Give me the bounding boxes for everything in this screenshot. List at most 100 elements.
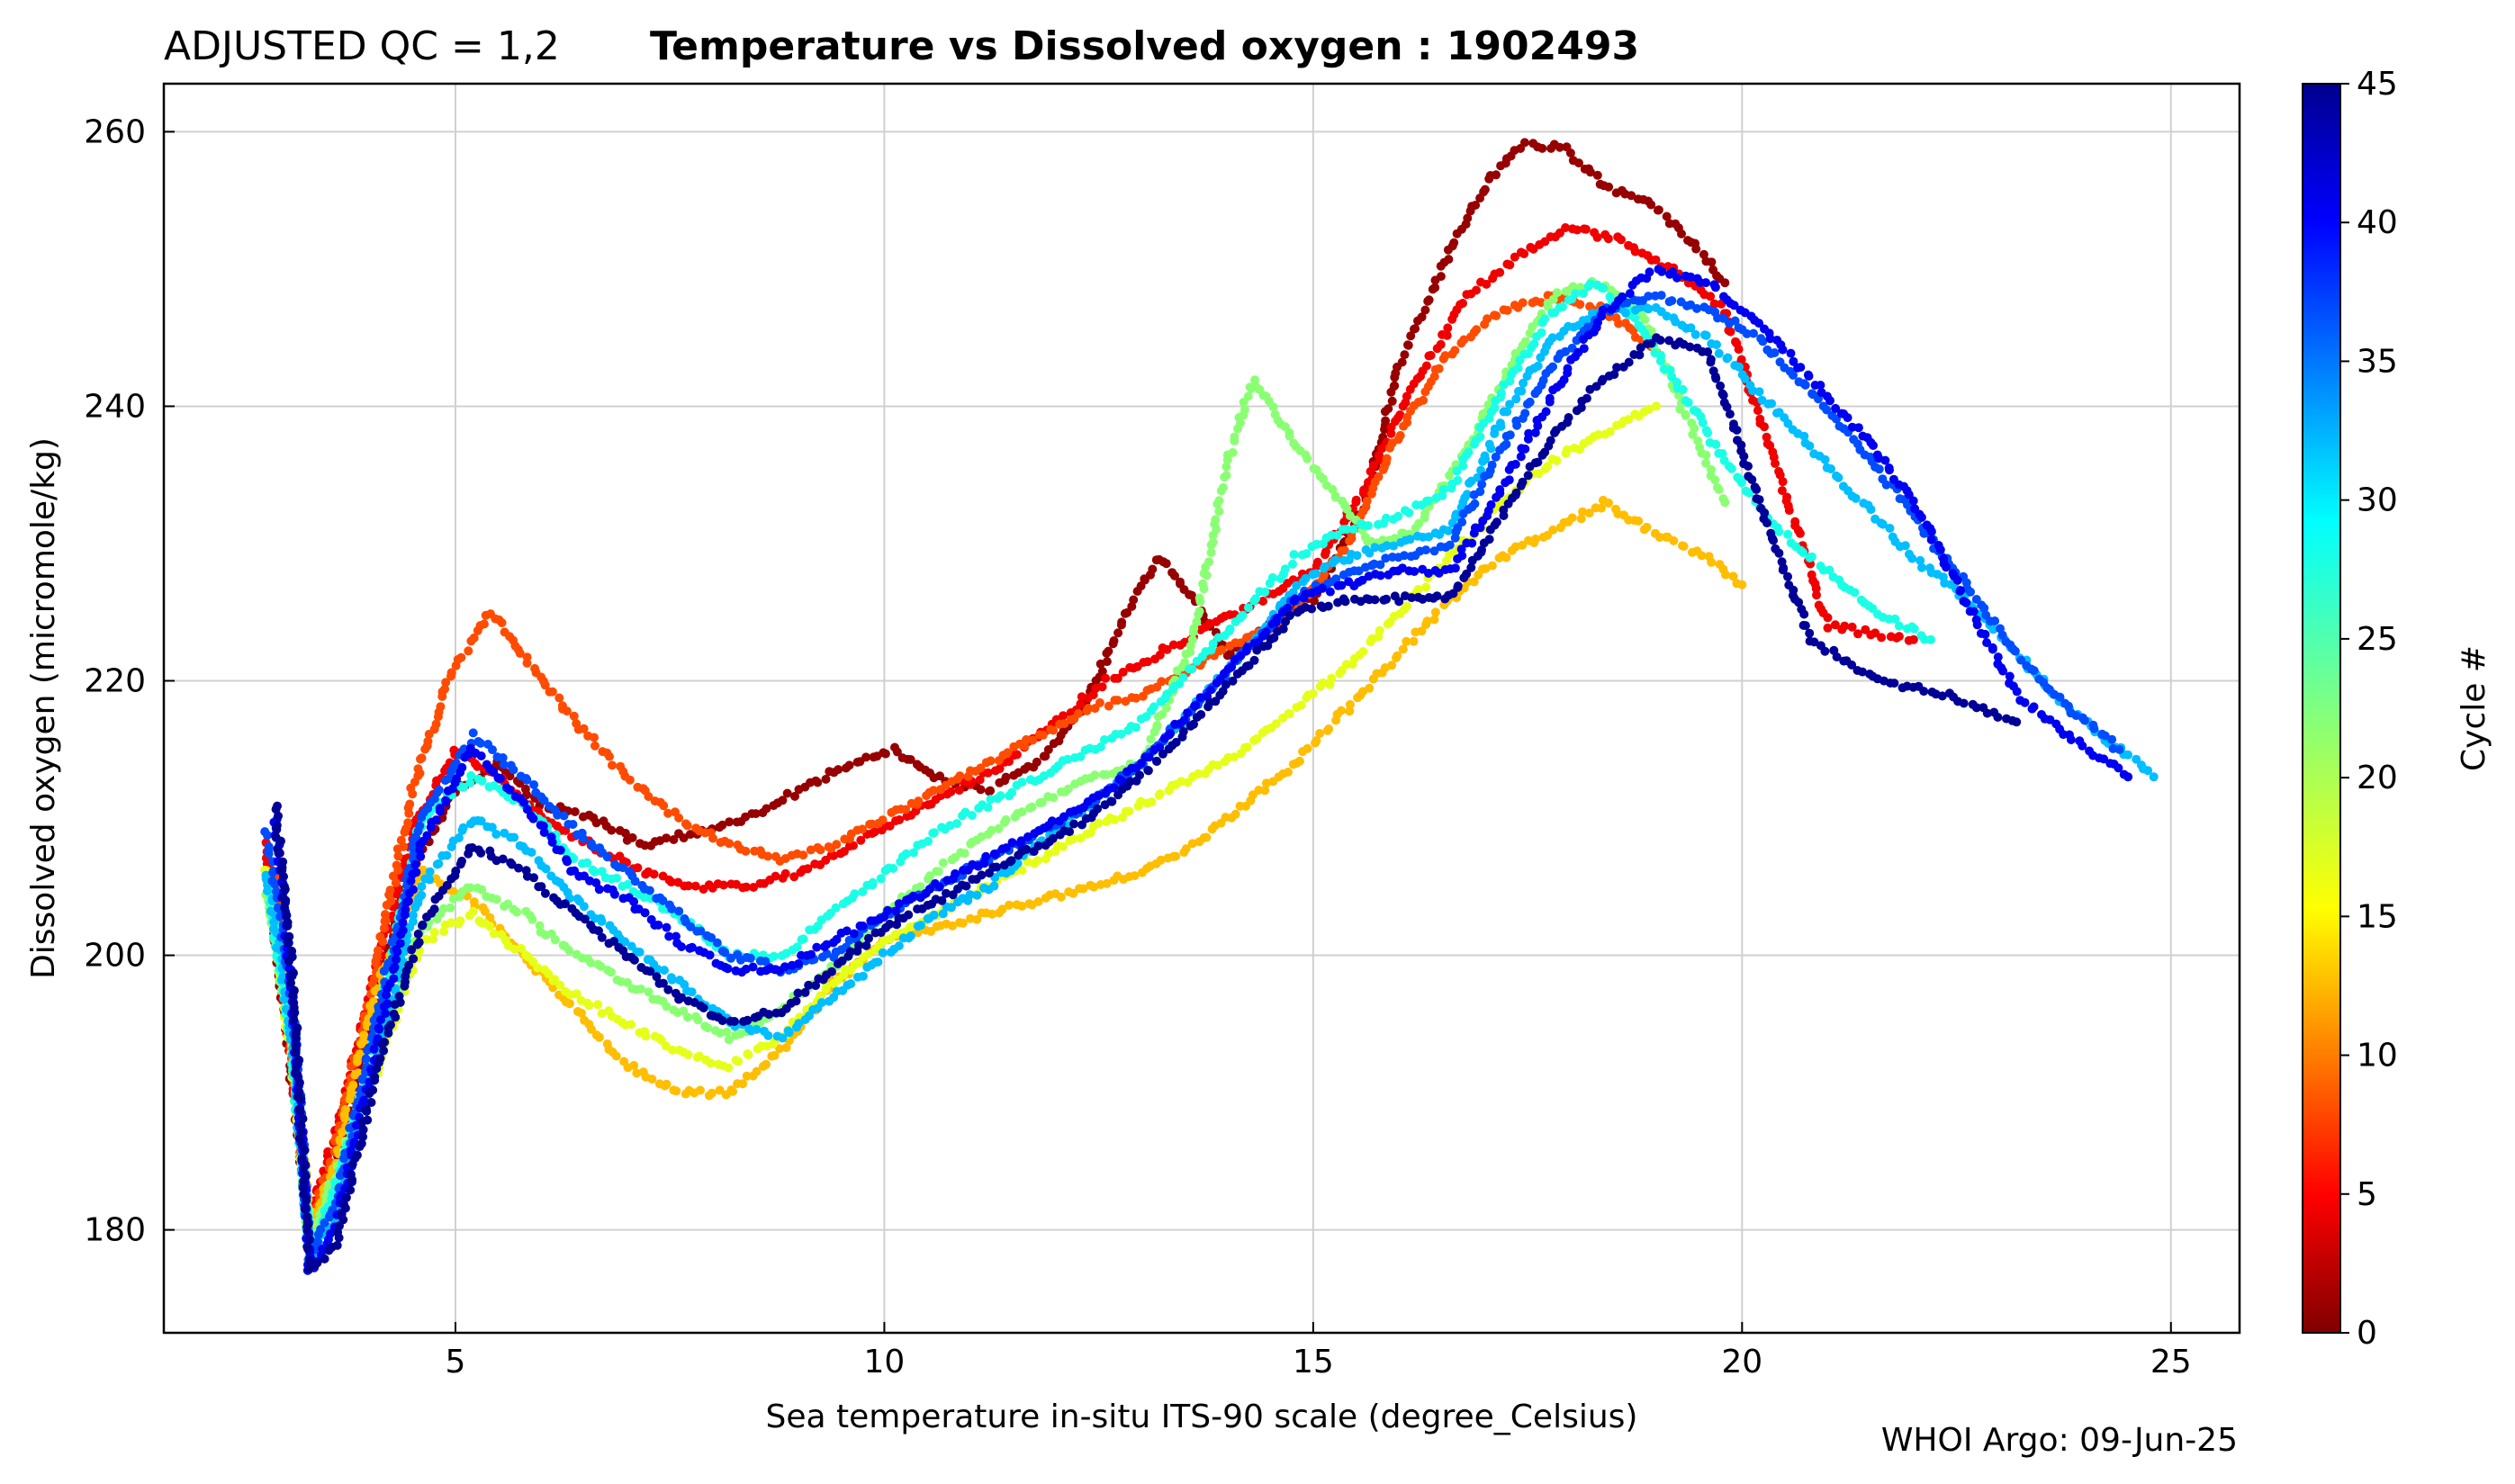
data-point — [641, 1031, 651, 1041]
data-point — [487, 823, 497, 832]
data-point — [906, 931, 915, 940]
data-point — [1370, 543, 1380, 553]
data-point — [1116, 729, 1126, 739]
data-point — [498, 854, 508, 864]
data-point — [1627, 191, 1636, 201]
data-point — [780, 962, 789, 972]
data-point — [2064, 701, 2073, 711]
data-point — [1076, 699, 1086, 709]
data-point — [1122, 607, 1132, 617]
data-point — [660, 966, 669, 976]
data-point — [2089, 724, 2099, 733]
data-point — [1735, 362, 1744, 372]
data-point — [1519, 138, 1529, 148]
data-point — [1645, 404, 1654, 414]
data-point — [1420, 305, 1430, 315]
data-point — [792, 942, 802, 952]
data-point — [1701, 330, 1711, 340]
data-point — [1502, 407, 1512, 417]
data-point — [858, 886, 868, 896]
data-point — [1348, 525, 1358, 535]
data-point — [1605, 427, 1615, 436]
data-point — [346, 1146, 356, 1156]
data-point — [794, 959, 803, 968]
data-point — [1568, 282, 1578, 292]
data-point — [1393, 511, 1403, 521]
data-point — [1187, 664, 1197, 674]
data-point — [1571, 289, 1581, 299]
data-point — [1853, 423, 1863, 433]
data-point — [1390, 381, 1400, 391]
data-point — [1170, 571, 1179, 580]
data-point — [885, 821, 895, 831]
data-point — [1129, 595, 1139, 605]
data-point — [1404, 508, 1414, 517]
data-point — [509, 832, 519, 842]
data-point — [1032, 757, 1041, 767]
data-point — [1767, 399, 1777, 409]
data-point — [690, 881, 700, 891]
data-point — [381, 1009, 390, 1019]
data-point — [455, 916, 465, 926]
data-point — [394, 992, 404, 1001]
data-point — [559, 811, 569, 821]
data-point — [1429, 372, 1439, 382]
data-point — [1319, 570, 1329, 580]
data-point — [1194, 593, 1204, 603]
data-point — [1382, 594, 1392, 604]
data-point — [1419, 395, 1428, 405]
data-point — [858, 971, 868, 981]
data-point — [1402, 391, 1411, 401]
data-point — [280, 885, 290, 895]
data-point — [299, 1164, 308, 1174]
data-point — [1261, 627, 1271, 636]
data-point — [1278, 624, 1288, 634]
data-point — [373, 946, 383, 956]
data-point — [1699, 249, 1708, 259]
data-point — [597, 1009, 607, 1019]
data-point — [283, 921, 293, 931]
data-point — [894, 899, 904, 909]
data-point — [1421, 545, 1431, 555]
data-point — [1988, 644, 1997, 654]
data-point — [782, 788, 792, 798]
data-point — [1683, 398, 1693, 408]
data-point — [522, 775, 532, 785]
data-point — [687, 987, 697, 997]
data-point — [1475, 487, 1485, 497]
data-point — [1236, 638, 1246, 648]
data-point — [986, 786, 996, 796]
data-point — [423, 736, 433, 746]
data-point — [590, 867, 599, 877]
data-point — [1158, 709, 1167, 719]
data-point — [967, 811, 977, 820]
data-point — [1519, 378, 1528, 388]
data-point — [1187, 634, 1197, 644]
data-point — [1625, 289, 1635, 299]
data-point — [390, 962, 400, 972]
data-point — [1998, 666, 2008, 676]
data-point — [1152, 757, 1162, 766]
data-point — [1510, 252, 1519, 262]
data-point — [380, 1038, 390, 1047]
data-point — [813, 778, 823, 787]
data-point — [1001, 814, 1011, 824]
data-point — [1320, 562, 1330, 571]
data-point — [1424, 532, 1434, 542]
data-point — [1926, 634, 1935, 644]
data-point — [1260, 587, 1270, 597]
data-point — [1149, 702, 1158, 712]
data-point — [662, 1079, 672, 1089]
data-point — [539, 796, 549, 805]
data-point — [300, 1204, 310, 1214]
data-point — [563, 857, 572, 867]
data-point — [1537, 143, 1547, 153]
data-point — [763, 1030, 773, 1040]
data-point — [1807, 552, 1816, 562]
data-point — [296, 1120, 306, 1130]
data-point — [1006, 856, 1016, 866]
data-point — [629, 1060, 639, 1070]
data-point — [1492, 310, 1501, 320]
data-point — [505, 785, 515, 795]
data-point — [1307, 604, 1317, 614]
